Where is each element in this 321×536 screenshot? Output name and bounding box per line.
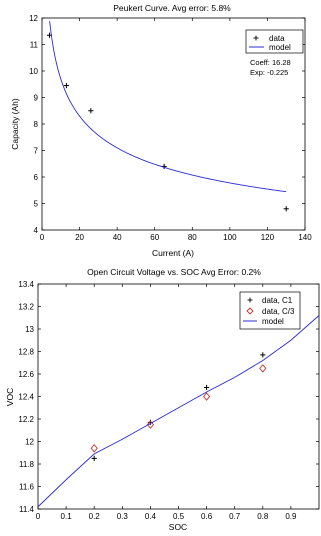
chart2-xlabel: SOC [169, 522, 187, 532]
chart1-xtick-label: 40 [113, 233, 122, 242]
chart1-xtick-label: 100 [223, 233, 237, 242]
chart2-xtick-label: 0.3 [117, 512, 129, 521]
chart1-ytick-label: 7 [34, 147, 39, 156]
chart2-xtick-label: 0.4 [145, 512, 157, 521]
legend-model-label-2: model [262, 317, 284, 326]
chart2-xtick-label: 0 [36, 512, 41, 521]
legend-c3-label: data, C/3 [262, 307, 295, 316]
chart2-xtick-label: 0.8 [257, 512, 269, 521]
chart1-xtick-label: 20 [75, 233, 84, 242]
chart2-xtick-label: 0.9 [285, 512, 297, 521]
chart1-xtick-label: 120 [261, 233, 275, 242]
legend-c1-label: data, C1 [262, 296, 293, 305]
chart2-c3-point [90, 444, 98, 453]
chart2-model-line [37, 315, 320, 508]
chart1-xlabel: Current (A) [152, 248, 194, 258]
chart2-ytick-label: 12.6 [18, 370, 34, 379]
chart1-ytick-label: 6 [34, 173, 39, 182]
chart2-xtick-label: 0.2 [89, 512, 101, 521]
chart2-ylabel: VOC [5, 388, 15, 406]
legend-c1-marker [247, 297, 253, 303]
chart2-ytick-label: 12.4 [18, 393, 34, 402]
chart2-ytick-label: 13 [25, 325, 34, 334]
chart1-data-point [63, 82, 70, 89]
chart1-exp-annotation: Exp: -0.225 [250, 68, 288, 77]
chart2-xtick-label: 0.1 [61, 512, 73, 521]
chart2-data-point [91, 455, 97, 461]
chart2-ytick-label: 12.2 [18, 415, 34, 424]
chart1-xtick-label: 60 [150, 233, 159, 242]
chart1-xtick-label: 140 [298, 233, 312, 242]
legend-data-marker [253, 35, 259, 41]
chart1-coeff-annotation: Coeff: 16.28 [250, 58, 291, 67]
chart1-data-point [88, 108, 94, 114]
chart1-ytick-label: 8 [34, 120, 39, 129]
chart1-ytick-label: 12 [29, 14, 38, 23]
chart2-ytick-label: 11.4 [19, 505, 35, 514]
chart2-xtick-label: 0.7 [229, 512, 241, 521]
chart1-xtick-label: 0 [40, 233, 45, 242]
chart1-title: Peukert Curve. Avg error: 5.8% [113, 3, 231, 13]
chart2-ytick-label: 13.4 [18, 280, 34, 289]
chart1-xtick-label: 80 [188, 233, 197, 242]
legend-data-label: data [269, 34, 285, 43]
chart1-model-line [49, 21, 287, 193]
chart2-c3-point [203, 392, 211, 401]
chart2-xtick-label: 0.5 [173, 512, 185, 521]
chart1-data-point [283, 206, 289, 212]
legend-c3-marker [246, 307, 254, 315]
chart2-c3-point [146, 420, 154, 429]
chart2-ytick-label: 11.6 [19, 483, 35, 492]
chart1-ytick-label: 4 [34, 226, 39, 235]
chart1-ytick-label: 10 [29, 67, 38, 76]
chart2-ytick-label: 11.8 [19, 460, 35, 469]
chart1-ytick-label: 9 [34, 94, 39, 103]
chart2-ytick-label: 12 [25, 438, 34, 447]
chart2-ytick-label: 12.8 [18, 348, 34, 357]
chart2-ytick-label: 13.2 [18, 303, 34, 312]
chart2-legend: data, C1 data, C/3 model [239, 291, 301, 330]
chart1-legend: data model [245, 29, 304, 54]
chart1-ytick-label: 5 [34, 200, 39, 209]
chart2-data-point [204, 384, 210, 391]
chart2-title: Open Circuit Voltage vs. SOC Avg Error: … [87, 267, 261, 277]
chart1-ylabel: Capacity (Ah) [10, 98, 20, 150]
chart2-xtick-label: 0.6 [201, 512, 213, 521]
chart2-c3-point [259, 364, 267, 373]
chart1-ytick-label: 11 [30, 41, 39, 50]
legend-model-label: model [269, 43, 291, 52]
chart2-data-point [260, 352, 266, 358]
